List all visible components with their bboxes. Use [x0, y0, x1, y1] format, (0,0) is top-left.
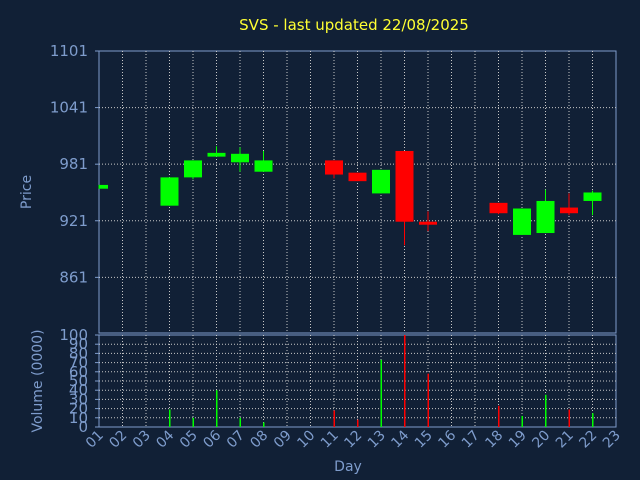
volume-bar — [216, 390, 218, 427]
candle-body — [583, 192, 602, 201]
volume-bar — [192, 417, 194, 427]
price-tick-label: 1101 — [50, 42, 88, 60]
price-tick-label: 861 — [59, 268, 88, 286]
volume-bar — [357, 419, 359, 427]
candle-body — [160, 177, 179, 206]
x-tick-label: 05 — [177, 428, 201, 452]
x-tick-label: 14 — [388, 427, 412, 451]
volume-tick-label: 90 — [69, 335, 88, 353]
volume-tick-label: 100 — [59, 326, 88, 344]
x-tick-label: 03 — [130, 428, 154, 452]
x-tick-label: 06 — [200, 427, 224, 451]
volume-tick-label: 10 — [69, 409, 88, 427]
candle-body — [419, 221, 437, 225]
price-tick-label: 921 — [59, 212, 88, 230]
x-tick-label: 15 — [412, 428, 436, 452]
volume-bar — [521, 415, 523, 427]
volume-bar — [568, 409, 570, 427]
volume-bar — [380, 359, 382, 427]
price-tick-label: 1041 — [50, 99, 88, 117]
price-axis-label: Price — [19, 175, 35, 209]
chart-title: SVS - last updated 22/08/2025 — [239, 16, 469, 34]
x-tick-label: 16 — [435, 427, 459, 451]
volume-bar — [498, 405, 500, 427]
candle-body — [395, 150, 414, 222]
volume-bar — [333, 410, 335, 427]
volume-tick-label: 50 — [69, 372, 88, 390]
x-tick-label: 18 — [482, 428, 506, 452]
candle-body — [99, 184, 108, 189]
x-tick-label: 17 — [459, 428, 483, 452]
volume-bar — [169, 409, 171, 427]
x-tick-label: 22 — [576, 428, 600, 452]
volume-tick-label: 80 — [69, 344, 88, 362]
candle-body — [231, 153, 249, 163]
volume-tick-label: 0 — [78, 418, 88, 436]
candle-body — [536, 200, 555, 234]
x-tick-label: 19 — [506, 428, 530, 452]
x-tick-label: 09 — [271, 428, 295, 452]
x-tick-label: 20 — [529, 428, 553, 452]
candle-body — [184, 160, 202, 178]
volume-bar — [592, 413, 594, 427]
x-tick-label: 08 — [247, 428, 271, 452]
volume-bar — [427, 373, 429, 427]
candle-body — [207, 152, 226, 157]
x-axis-label: Day — [334, 459, 362, 475]
volume-tick-label: 60 — [69, 363, 88, 381]
candle-body — [372, 169, 390, 194]
volume-tick-label: 20 — [69, 400, 88, 418]
volume-bar — [545, 394, 547, 427]
volume-bar — [404, 335, 406, 427]
volume-axis-label: Volume (0000) — [30, 329, 46, 432]
x-tick-label: 04 — [153, 427, 177, 451]
volume-tick-label: 40 — [69, 381, 88, 399]
x-tick-label: 21 — [553, 428, 577, 452]
x-tick-label: 10 — [294, 428, 318, 452]
price-tick-label: 981 — [59, 155, 88, 173]
x-tick-label: 12 — [341, 428, 365, 452]
candle-body — [254, 160, 273, 172]
volume-bar — [239, 417, 241, 427]
volume-tick-label: 70 — [69, 354, 88, 372]
x-tick-label: 07 — [224, 428, 248, 452]
x-tick-label: 23 — [600, 428, 624, 452]
volume-tick-label: 30 — [69, 390, 88, 408]
volume-bar — [263, 422, 265, 427]
candle-body — [325, 160, 343, 175]
candle-body — [489, 202, 508, 214]
x-tick-label: 11 — [318, 428, 342, 452]
candle-body — [513, 208, 531, 235]
x-tick-label: 13 — [365, 428, 389, 452]
x-tick-label: 02 — [106, 428, 130, 452]
candle-body — [348, 172, 367, 182]
candle-body — [560, 207, 578, 214]
